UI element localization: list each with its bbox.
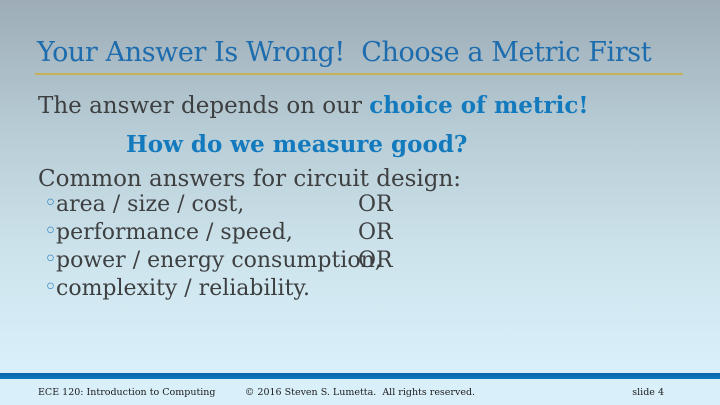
list-item-or-label: OR [358, 192, 393, 217]
list-item: ◦ complexity / reliability. [44, 275, 444, 303]
footer-course-label: ECE 120: Introduction to Computing [38, 387, 216, 398]
footer-accent-bar [0, 373, 720, 379]
circle-bullet-icon: ◦ [44, 219, 57, 244]
circle-bullet-icon: ◦ [44, 275, 57, 300]
slide-title: Your Answer Is Wrong! Choose a Metric Fi… [37, 37, 652, 68]
circle-bullet-icon: ◦ [44, 247, 57, 272]
list-item-or-label: OR [358, 220, 393, 245]
list-item: ◦ performance / speed, OR [44, 219, 444, 247]
footer-copyright: © 2016 Steven S. Lumetta. All rights res… [244, 387, 476, 398]
measure-good-question: How do we measure good? [126, 131, 468, 158]
footer-slide-number: slide 4 [632, 387, 664, 398]
body-line-highlight: choice of metric! [369, 92, 589, 119]
circle-bullet-icon: ◦ [44, 191, 57, 216]
list-intro: Common answers for circuit design: [38, 166, 462, 192]
list-item-text: complexity / reliability. [56, 276, 310, 301]
list-item-text: power / energy consumption, [56, 248, 382, 273]
list-item: ◦ power / energy consumption, OR [44, 247, 444, 275]
list-item-or-label: OR [358, 248, 393, 273]
list-item: ◦ area / size / cost, OR [44, 191, 444, 219]
footer: ECE 120: Introduction to Computing © 201… [0, 379, 720, 405]
metric-bullet-list: ◦ area / size / cost, OR ◦ performance /… [44, 191, 444, 303]
list-item-text: area / size / cost, [56, 192, 245, 217]
body-line-prefix: The answer depends on our [38, 93, 370, 119]
body-line-metric: The answer depends on our choice of metr… [38, 92, 589, 120]
title-underline-rule [35, 73, 683, 75]
list-item-text: performance / speed, [56, 220, 293, 245]
